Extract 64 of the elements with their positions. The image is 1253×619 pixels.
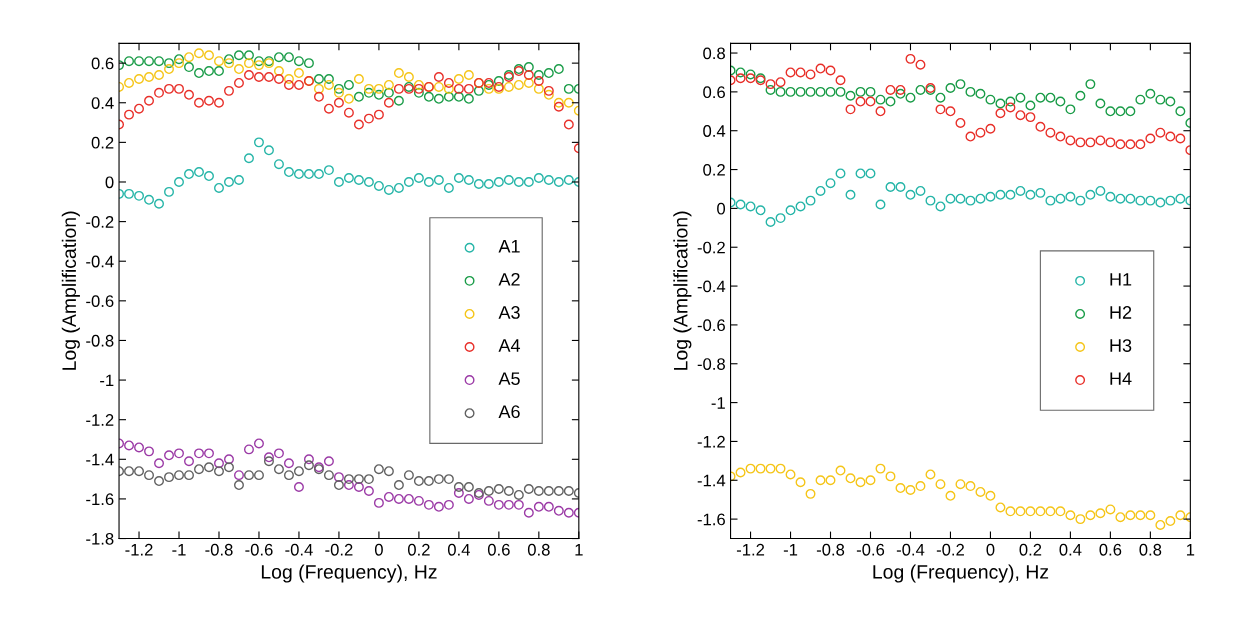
y-tick-label: -1 [100,374,114,387]
legend-label: H3 [1110,339,1132,352]
x-tick-label: 1 [1186,544,1195,556]
y-axis-title: Log (Amplification) [673,211,692,370]
y-tick-label: 0 [717,202,726,215]
y-tick-label: -0.4 [697,280,726,293]
legend-label: A6 [498,405,520,419]
legend-label: A2 [498,272,520,286]
y-tick-label: -0.8 [697,358,725,370]
y-tick-label: 0.4 [703,125,726,137]
x-tick-label: -0.6 [856,543,885,556]
y-tick-label: -1.6 [697,513,725,526]
y-tick-label: 0.6 [703,86,725,99]
x-tick-label: -1 [783,544,798,556]
x-tick-label: 0.2 [1019,543,1042,556]
y-tick-label: -0.2 [86,216,114,228]
legend-label: A3 [498,306,520,319]
y-tick-label: -1 [711,397,725,409]
y-tick-label: -1.8 [86,532,114,545]
y-tick-label: -0.8 [86,334,114,347]
x-tick-label: 0.4 [1059,543,1082,556]
y-tick-label: 0 [105,176,114,189]
legend-label: H4 [1110,372,1132,385]
legend-label: H2 [1110,306,1132,319]
x-tick-label: -0.2 [936,543,964,556]
y-tick-label: -0.6 [86,295,114,308]
y-tick-label: 0.2 [703,163,725,176]
x-axis-title: Log (Frequency), Hz [261,564,437,583]
y-tick-label: -0.4 [86,255,114,268]
x-tick-label: -0.8 [205,543,233,556]
legend-label: A5 [498,372,520,386]
x-tick-label: 0.8 [1139,543,1162,556]
y-tick-label: -0.6 [697,319,725,332]
legend-label: H1 [1110,273,1132,286]
y-tick-label: 0.2 [91,136,114,149]
x-tick-label: 0.8 [527,543,550,556]
x-tick-label: -0.4 [285,543,313,556]
x-tick-label: -0.8 [816,543,845,556]
y-tick-label: -1.4 [697,474,726,487]
y-tick-label: 0.6 [91,57,114,70]
x-tick-label: 0 [374,543,383,556]
x-tick-label: -0.2 [325,543,353,556]
y-tick-label: -1.6 [86,493,114,506]
y-tick-label: -1.2 [697,435,725,448]
legend-label: A4 [498,339,521,352]
legend-label: A1 [498,240,520,253]
y-tick-label: 0.8 [703,47,725,60]
x-tick-label: 0.2 [407,543,430,556]
x-tick-label: 1 [575,544,583,556]
y-tick-label: -0.2 [697,241,725,254]
x-tick-label: -1.2 [125,543,153,556]
x-tick-label: -1.2 [736,543,765,556]
y-tick-label: -1.4 [86,453,114,466]
x-axis-title: Log (Frequency), Hz [873,564,1049,583]
x-tick-label: -0.6 [245,543,273,556]
x-tick-label: 0.6 [1099,543,1122,556]
x-tick-label: 0.4 [447,543,470,556]
x-tick-label: -0.4 [896,543,925,556]
x-tick-label: 0 [986,543,995,556]
y-tick-label: 0.4 [91,97,114,109]
y-tick-label: -1.2 [86,414,114,426]
x-tick-label: -1 [172,544,186,556]
y-axis-title: Log (Amplification) [61,211,80,370]
x-tick-label: 0.6 [487,543,510,556]
